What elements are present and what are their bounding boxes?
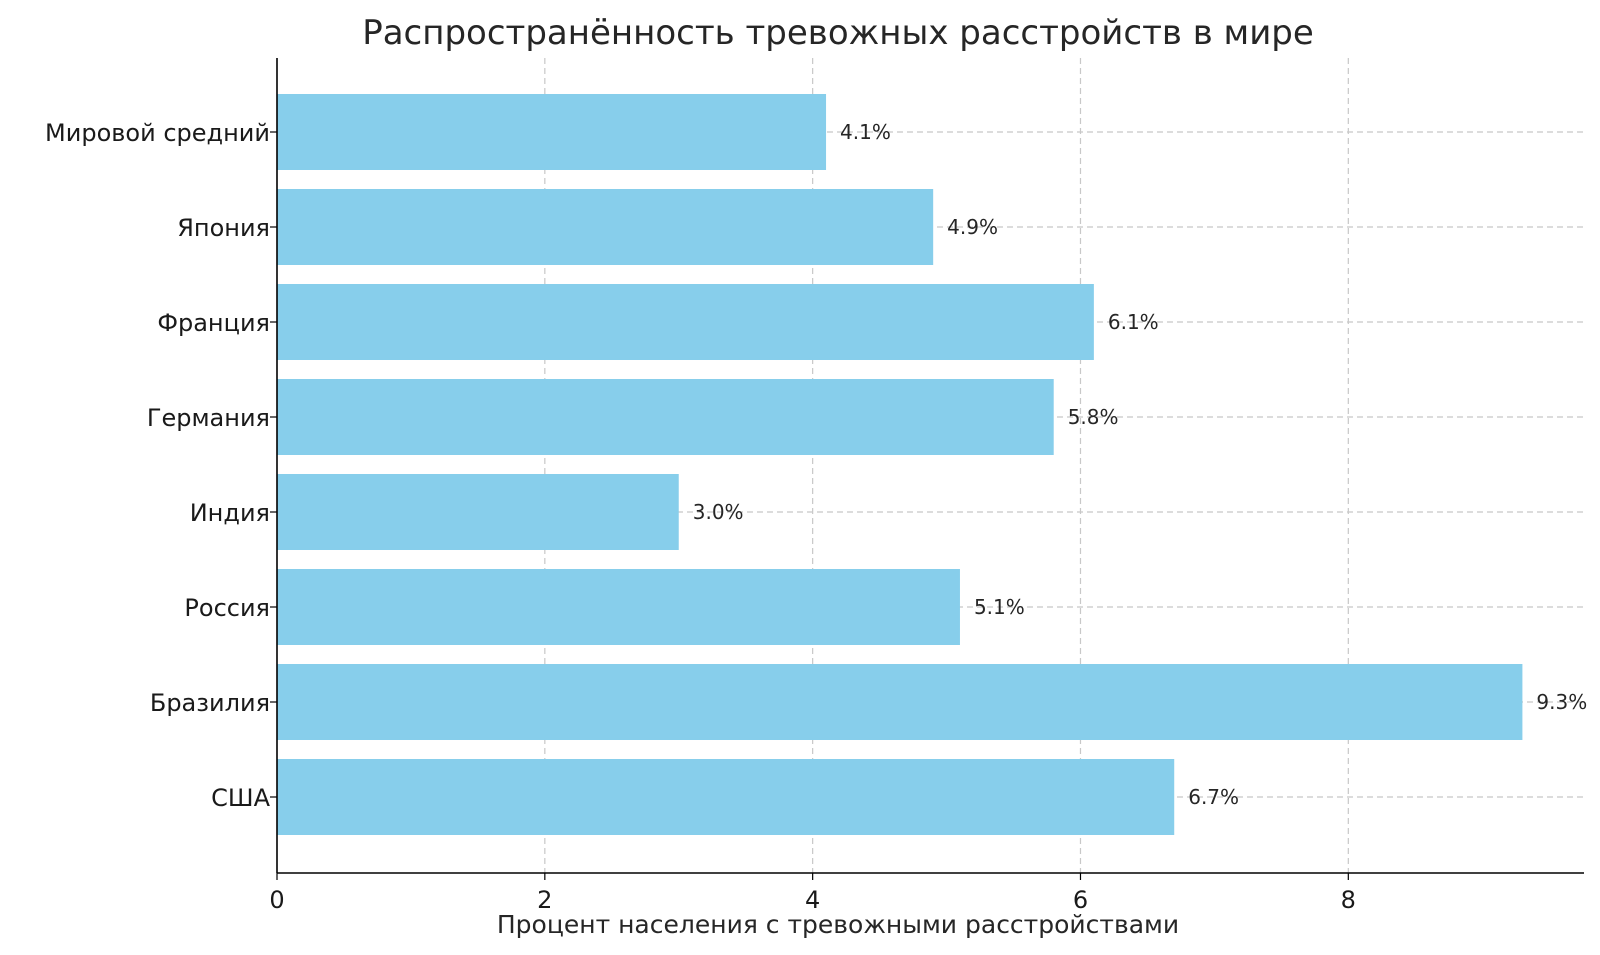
bar (277, 94, 827, 170)
bar (277, 664, 1523, 740)
y-tick-label: Индия (190, 499, 270, 527)
grid-lines (277, 58, 1584, 873)
data-label: 3.0% (693, 500, 744, 524)
data-label: 6.1% (1108, 310, 1159, 334)
x-tick-label: 2 (537, 886, 552, 914)
data-label: 9.3% (1536, 690, 1587, 714)
bars (277, 94, 1523, 835)
bar (277, 759, 1175, 835)
y-tick-label: Россия (184, 594, 270, 622)
data-label: 4.1% (840, 120, 891, 144)
bar (277, 189, 934, 265)
data-label: 5.8% (1068, 405, 1119, 429)
data-label: 5.1% (974, 595, 1025, 619)
bar (277, 569, 960, 645)
data-label: 4.9% (947, 215, 998, 239)
data-labels: 6.7% 9.3% 5.1% 3.0% 5.8% 6.1% 4.9% 4.1% (693, 120, 1587, 809)
x-tick-label: 0 (269, 886, 284, 914)
y-tick-label: Япония (177, 214, 270, 242)
y-tick-label: Германия (147, 404, 270, 432)
tick-labels: США Бразилия Россия Индия Германия Франция Япо… (45, 119, 1356, 914)
axes (276, 58, 1584, 874)
y-tick-label: Мировой средний (45, 119, 270, 147)
data-label: 6.7% (1188, 785, 1239, 809)
y-tick-label: Бразилия (150, 689, 270, 717)
chart-title: Распространённость тревожных расстройств… (362, 13, 1314, 53)
bar (277, 474, 679, 550)
bar (277, 284, 1094, 360)
x-tick-label: 8 (1341, 886, 1356, 914)
y-tick-label: США (211, 784, 270, 812)
bar (277, 379, 1054, 455)
x-axis-title: Процент населения с тревожными расстройс… (497, 910, 1179, 939)
x-tick-label: 4 (805, 886, 820, 914)
y-tick-label: Франция (157, 309, 270, 337)
x-tick-label: 6 (1073, 886, 1088, 914)
